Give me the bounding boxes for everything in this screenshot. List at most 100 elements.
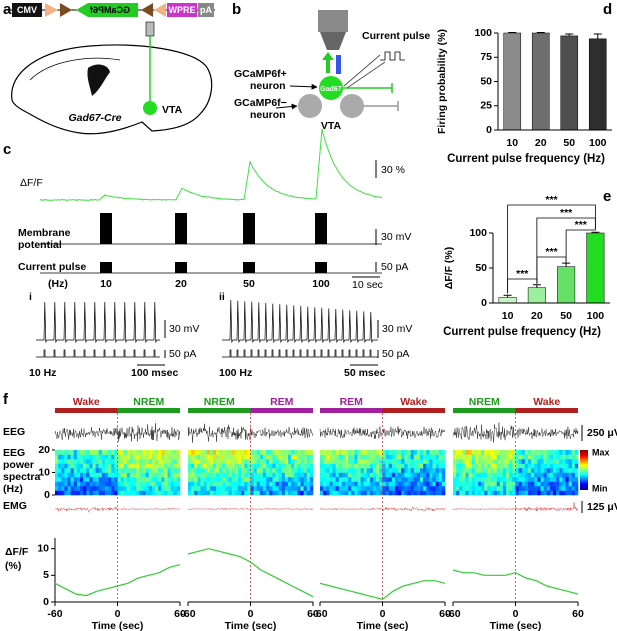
spectrogram-cell [546,450,551,455]
state-bar [320,408,383,413]
spectrogram-cell [373,490,377,496]
spectrogram-cell [499,477,504,482]
spectrogram-cell [468,463,473,469]
spectrogram-cell [420,450,424,455]
spectrogram-cell [432,459,436,464]
spectrogram-cell [559,459,563,464]
label: GCaMP6f− [234,97,287,109]
spectrogram-cell [549,472,554,478]
spectrogram-cell [432,450,436,455]
spectrogram-cell [370,486,374,491]
spectrogram-cell [117,450,121,455]
spectrogram-cell [370,472,374,478]
spectrogram-cell [297,477,301,482]
spectrogram-cell [429,490,433,496]
spectrogram-cell [111,459,115,464]
significance-label: *** [545,194,558,206]
spectrogram-cell [323,454,327,460]
spectrogram-cell [197,459,201,464]
spectrogram-cell [565,490,569,496]
spectrogram-cell [92,459,96,464]
construct-label: WPRE [169,5,196,15]
spectrogram-cell [309,481,314,487]
spectrogram-cell [259,468,264,473]
spectrogram-cell [354,459,358,464]
spectrogram-cell [291,472,295,478]
spectrogram-cell [531,463,535,469]
spectrogram-cell [197,468,201,473]
spectrogram-cell [493,490,498,496]
spectrogram-cell [341,481,346,487]
spectrogram-cell [509,486,513,491]
spectrogram-cell [209,468,214,473]
spectrogram-cell [284,454,289,460]
spectrogram-cell [126,481,131,487]
spectrogram-cell [161,477,165,482]
spectrogram-cell [503,477,507,482]
spectrogram-cell [136,472,140,478]
spectrogram-cell [269,490,273,496]
spectrogram-cell [108,490,112,496]
spectrogram-cell [531,472,535,478]
spectrogram-cell [95,450,100,455]
spectrogram-cell [345,450,349,455]
spectrogram-cell [278,490,283,496]
spectrogram-cell [332,481,336,487]
spectrogram-cell [478,486,482,491]
spectrogram-cell [326,459,330,464]
spectrogram-cell [388,459,393,464]
spectrogram-cell [250,459,254,464]
spectrogram-cell [241,481,245,487]
spectrogram-cell [105,454,109,460]
spectrogram-cell [335,481,340,487]
spectrogram-cell [518,450,523,455]
spectrogram-cell [528,490,532,496]
spectrogram-cell [256,481,261,487]
spectrogram-cell [275,486,279,491]
spectrogram-cell [284,472,289,478]
spectrogram-cell [130,477,134,482]
spectrogram-cell [348,459,352,464]
spectrogram-cell [155,490,159,496]
spectrogram-cell [209,450,214,455]
spectrogram-cell [139,490,143,496]
spectrogram-cell [194,481,198,487]
spectrogram-cell [373,468,377,473]
spectrogram-cell [123,468,128,473]
significance-bracket [507,204,596,294]
spectrogram-cell [206,454,211,460]
spectrogram-cell [225,477,229,482]
spectrogram-cell [231,472,236,478]
state-label: NREM [204,396,235,408]
current-pulse [243,262,255,273]
spectrogram-cell [278,450,283,455]
spectrogram-cell [278,468,283,473]
spectrogram-cell [496,450,501,455]
spectrogram-cell [206,450,211,455]
spectrogram-cell [142,481,146,487]
spectrogram-cell [209,477,214,482]
spectrogram-cell [203,454,208,460]
spectrogram-cell [410,486,415,491]
spectrogram-cell [244,472,248,478]
spectrogram-cell [76,486,81,491]
row-label: EEG [3,426,25,438]
trace-label: Membrane [18,227,71,239]
spectrogram-cell [291,454,295,460]
spectrogram-cell [435,477,440,482]
spectrogram-cell [471,472,476,478]
spectrogram-cell [373,463,377,469]
spectrogram-cell [385,463,390,469]
spectrogram-cell [413,463,418,469]
spectrogram-cell [357,486,361,491]
scale-label: 250 μV [587,427,617,439]
spectrogram-cell [326,477,330,482]
spectrogram-cell [288,490,292,496]
spectrogram-cell [404,481,408,487]
spectrogram-cell [120,459,125,464]
spectrogram-cell [266,490,270,496]
brain [11,21,213,135]
spectrogram-cell [188,468,192,473]
spectrogram-cell [73,459,78,464]
cell-label: Gad67 [320,86,342,93]
